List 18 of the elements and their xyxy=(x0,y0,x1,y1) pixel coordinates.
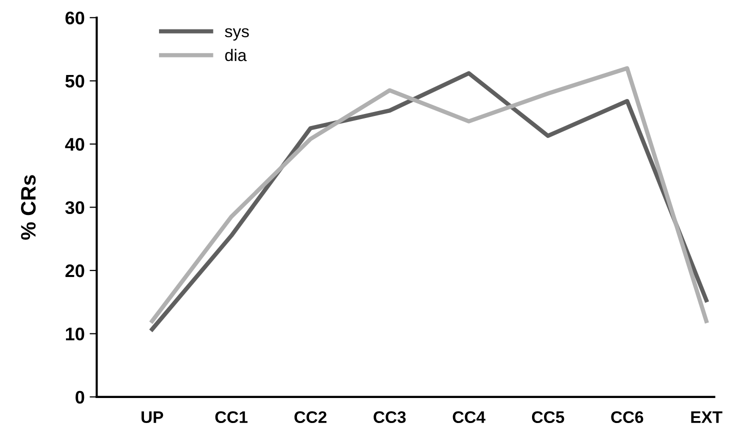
y-axis-title: % CRs xyxy=(20,175,36,240)
x-tick-label: CC6 xyxy=(611,411,644,424)
y-tick-label: 30 xyxy=(65,201,84,214)
y-tick-label: 40 xyxy=(65,138,84,151)
x-tick-label: CC1 xyxy=(215,411,248,424)
legend-label: sys xyxy=(224,28,249,41)
x-tick-label: CC4 xyxy=(452,411,486,424)
x-tick-label: EXT xyxy=(691,411,722,423)
y-tick-label: 50 xyxy=(65,74,84,88)
y-tick-label: 60 xyxy=(65,12,84,24)
x-tick-label: CC2 xyxy=(294,411,326,424)
x-tick-label: UP xyxy=(142,411,164,424)
y-tick-label: 0 xyxy=(76,390,84,404)
legend-label: dia xyxy=(225,48,247,62)
x-tick-label: CC5 xyxy=(532,411,564,424)
x-tick-label: CC3 xyxy=(374,411,406,424)
y-tick-label: 10 xyxy=(66,328,84,340)
y-tick-label: 20 xyxy=(65,264,84,278)
